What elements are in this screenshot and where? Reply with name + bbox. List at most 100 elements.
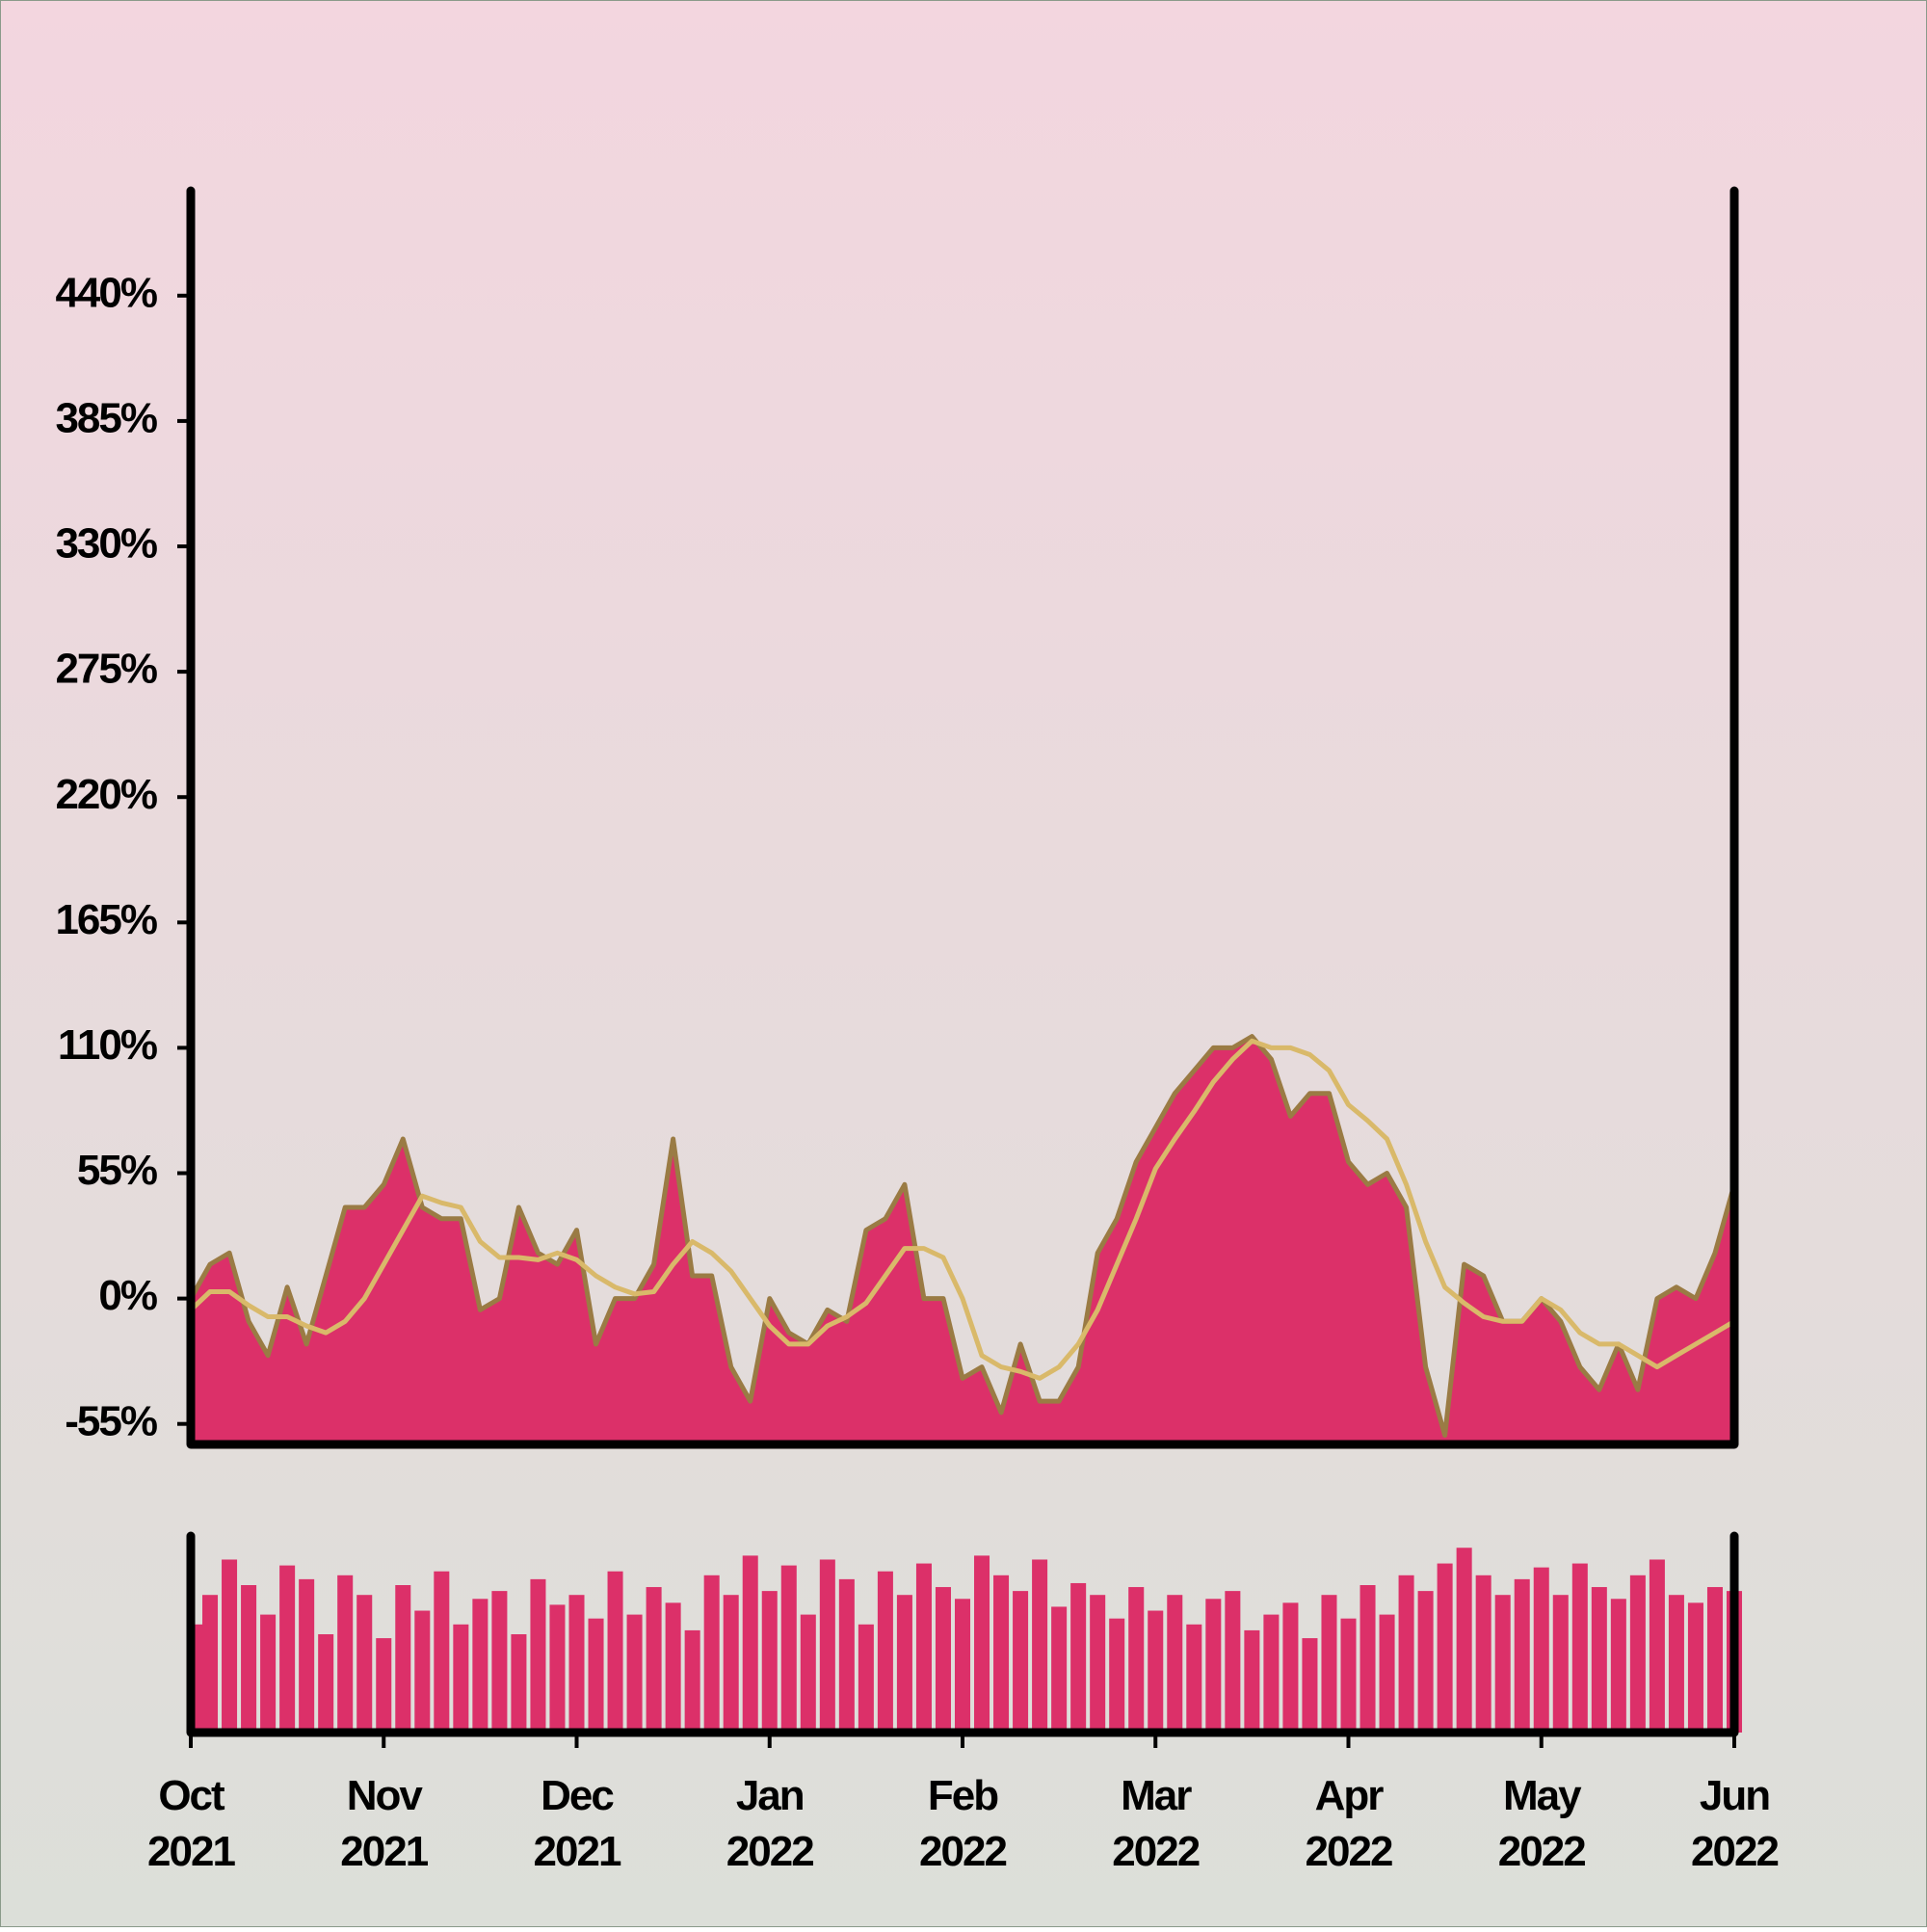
y-tick-label: 275% [55,646,156,693]
volume-bar [1051,1606,1068,1733]
x-tick-label-line: 2022 [1498,1828,1585,1875]
volume-bar [279,1565,296,1733]
y-tick-label: 440% [55,269,156,316]
x-tick-label-line: Dec [541,1772,614,1819]
y-tick-label: -55% [65,1397,157,1444]
volume-bar [665,1602,681,1733]
volume-bar [877,1571,893,1733]
volume-bar [318,1634,334,1733]
moving-average-line [189,1038,1736,1381]
volume-bar [511,1634,527,1733]
volume-bar [1687,1602,1703,1733]
volume-bar [1109,1618,1125,1733]
volume-bar [337,1575,354,1733]
volume-bar [1706,1587,1723,1733]
volume-bar [1070,1582,1087,1733]
volume-bar [1244,1629,1260,1733]
x-tick-label-line: Mar [1121,1772,1192,1819]
x-tick-label-line: 2021 [534,1828,621,1875]
x-tick-label-line: Oct [158,1772,225,1819]
volume-bar [376,1638,392,1733]
x-tick-label-line: Feb [928,1772,998,1819]
volume-bar [1571,1563,1588,1733]
x-tick-label-line: 2021 [340,1828,428,1875]
volume-bar [800,1614,816,1733]
volume-bar [1494,1595,1511,1733]
volume-bar [742,1555,758,1733]
y-tick-label: 385% [55,395,156,442]
volume-bar [1225,1591,1241,1733]
volume-bar [858,1624,874,1733]
volume-bar [703,1575,720,1733]
x-tick-label-line: May [1503,1772,1582,1819]
volume-bar [1649,1559,1665,1733]
volume-bar [1359,1585,1376,1733]
volume-bar [1032,1559,1048,1733]
volume-bar [434,1571,450,1733]
axis-frame [186,1531,1739,1737]
volume-bar [1398,1575,1414,1733]
volume-bar [1321,1595,1337,1733]
x-tick-label: Apr 2022 [1306,1772,1392,1875]
volume-bar [1340,1618,1357,1733]
volume-bar [414,1610,431,1733]
y-tick-label: 0% [98,1272,156,1319]
x-tick-label-line: 2022 [1306,1828,1392,1875]
y-tick-label: 110% [58,1021,157,1069]
volume-bar [588,1618,604,1733]
x-tick-label: Oct 2021 [147,1772,235,1875]
x-tick-label: Mar 2022 [1112,1772,1199,1875]
volume-bar [1205,1599,1222,1733]
volume-bar [1552,1595,1569,1733]
volume-bar [1668,1595,1684,1733]
volume-bar [1128,1587,1145,1733]
volume-bar [646,1587,662,1733]
y-tick-label: 220% [55,771,156,818]
x-tick-label: Jan 2022 [726,1772,813,1875]
volume-bar [453,1624,469,1733]
volume-bar [684,1629,700,1733]
volume-bar [260,1614,277,1733]
volume-bar [780,1565,797,1733]
x-tick-label-line: 2022 [1112,1828,1199,1875]
x-tick-label-line: Nov [347,1772,424,1819]
volume-bar [1475,1575,1491,1733]
volume-bar [241,1585,257,1733]
volume-bar [356,1595,373,1733]
volume-bar [1302,1638,1318,1733]
x-tick-label-line: 2022 [1691,1828,1778,1875]
x-tick-label: Jun 2022 [1691,1772,1778,1875]
volume-bar [1013,1591,1029,1733]
volume-bar [838,1578,855,1733]
volume-bar [974,1555,990,1733]
x-tick-label: May 2022 [1498,1772,1585,1875]
volume-bar [819,1559,835,1733]
y-tick-label: 330% [55,520,156,568]
x-tick-label-line: Jun [1700,1772,1769,1819]
x-tick-label: Dec 2021 [534,1772,621,1875]
volume-bar [549,1604,566,1733]
volume-bar [202,1595,219,1733]
volume-bar [1167,1595,1183,1733]
volume-bar [1379,1614,1395,1733]
volume-bar [299,1578,315,1733]
volume-bar [935,1587,951,1733]
volume-bar [472,1599,488,1733]
volume-bar [723,1595,739,1733]
volume-bar [1629,1575,1646,1733]
volume-bar [1186,1624,1202,1733]
volume-bar [1533,1567,1549,1733]
volume-bar [915,1563,932,1733]
volume-bar [1090,1595,1106,1733]
axis-frame [186,186,1739,1449]
x-tick-label-line: Apr [1315,1772,1385,1819]
x-tick-label-line: 2022 [919,1828,1006,1875]
volume-bar [568,1595,585,1733]
volume-bar [607,1571,623,1733]
x-tick-label: Nov 2021 [340,1772,428,1875]
x-tick-label-line: Jan [736,1772,804,1819]
volume-bar [1437,1563,1453,1733]
y-tick-label: 165% [55,896,156,943]
volume-bar [954,1599,971,1733]
